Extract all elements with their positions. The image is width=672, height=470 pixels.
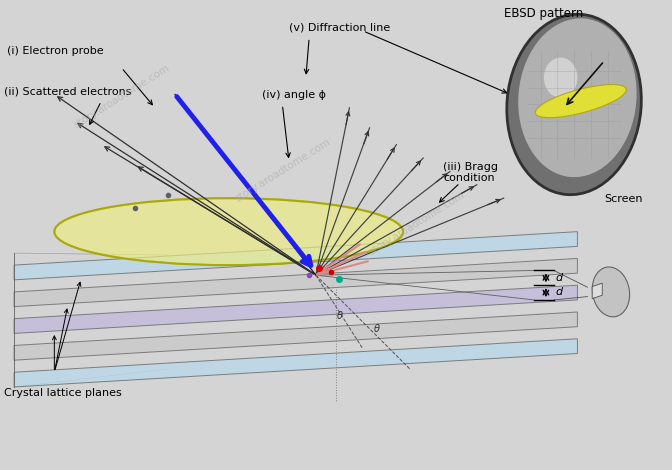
Polygon shape bbox=[592, 283, 602, 298]
Polygon shape bbox=[14, 258, 577, 306]
Text: (ii) Scattered electrons: (ii) Scattered electrons bbox=[4, 86, 132, 96]
Text: story.aroadtome.com: story.aroadtome.com bbox=[367, 190, 466, 257]
Polygon shape bbox=[14, 285, 577, 333]
Text: (v) Diffraction line: (v) Diffraction line bbox=[289, 23, 390, 33]
Ellipse shape bbox=[536, 85, 626, 118]
Text: Screen: Screen bbox=[604, 194, 642, 204]
Text: (iv) angle ϕ: (iv) angle ϕ bbox=[262, 90, 326, 100]
Ellipse shape bbox=[518, 18, 636, 177]
Text: d: d bbox=[555, 273, 562, 282]
Polygon shape bbox=[14, 232, 577, 280]
Polygon shape bbox=[14, 312, 577, 360]
Text: Crystal lattice planes: Crystal lattice planes bbox=[4, 388, 122, 398]
Text: (i) Electron probe: (i) Electron probe bbox=[7, 46, 104, 56]
Text: story.aroadtome.com: story.aroadtome.com bbox=[72, 63, 171, 130]
Ellipse shape bbox=[54, 198, 403, 265]
Text: d: d bbox=[555, 287, 562, 297]
Polygon shape bbox=[14, 339, 577, 387]
Text: $\theta$: $\theta$ bbox=[336, 309, 344, 321]
Text: $\theta$: $\theta$ bbox=[373, 322, 380, 334]
Text: (iii) Bragg
condition: (iii) Bragg condition bbox=[444, 162, 499, 183]
Ellipse shape bbox=[507, 14, 641, 195]
Ellipse shape bbox=[544, 58, 577, 98]
Text: EBSD pattern: EBSD pattern bbox=[504, 8, 583, 20]
Ellipse shape bbox=[592, 267, 630, 317]
Text: story.aroadtome.com: story.aroadtome.com bbox=[233, 136, 332, 204]
